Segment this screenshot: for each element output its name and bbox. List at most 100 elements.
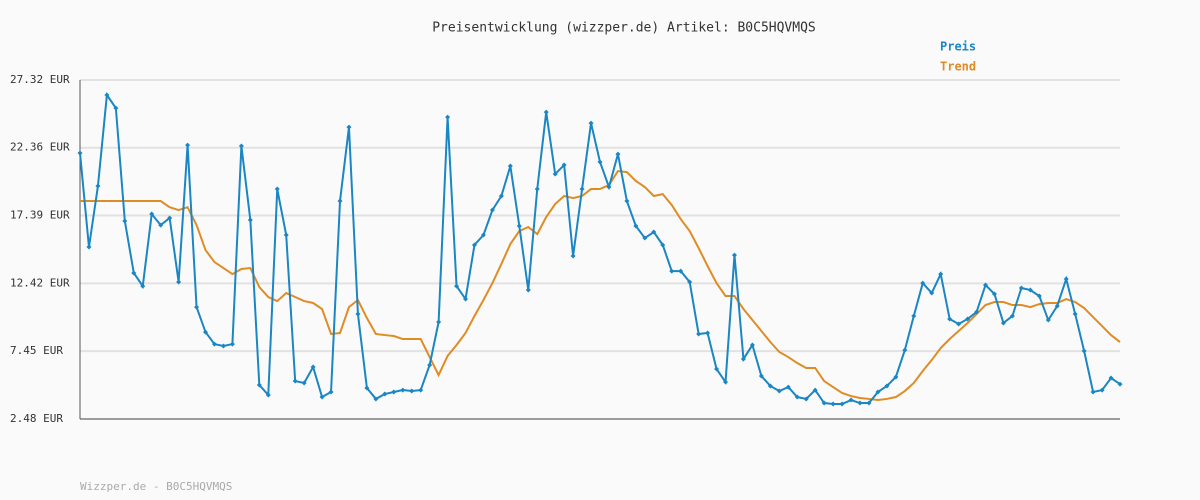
point: [911, 313, 917, 319]
point: [409, 388, 415, 394]
point: [1081, 348, 1087, 354]
point: [373, 396, 379, 402]
point: [552, 171, 558, 177]
chart-title: Preisentwicklung (wizzper.de) Artikel: B…: [432, 21, 816, 36]
point: [812, 387, 818, 393]
point: [274, 186, 280, 192]
point: [328, 389, 334, 395]
point: [929, 290, 935, 296]
point: [830, 401, 836, 407]
y-tick-label: 17.39 EUR: [10, 209, 70, 222]
point: [660, 242, 666, 248]
point: [1045, 317, 1051, 323]
point: [920, 280, 926, 286]
point: [624, 198, 630, 204]
point: [561, 162, 567, 168]
point: [77, 150, 83, 156]
point: [776, 388, 782, 394]
point: [238, 143, 244, 149]
point: [382, 391, 388, 397]
point: [86, 244, 92, 250]
footer: Wizzper.de - B0C5HQVMQS: [80, 480, 232, 493]
point: [337, 198, 343, 204]
point: [292, 378, 298, 384]
point: [731, 252, 737, 258]
point: [767, 383, 773, 389]
point: [839, 401, 845, 407]
point: [265, 392, 271, 398]
point: [471, 242, 477, 248]
point: [355, 311, 361, 317]
point: [489, 207, 495, 213]
point: [220, 343, 226, 349]
point: [283, 232, 289, 238]
y-tick-label: 2.48 EUR: [10, 412, 63, 425]
point: [615, 151, 621, 157]
point: [131, 270, 137, 276]
point: [884, 383, 890, 389]
point: [965, 316, 971, 322]
point: [1009, 313, 1015, 319]
point: [723, 379, 729, 385]
point: [588, 120, 594, 126]
y-tick-label: 12.42 EUR: [10, 276, 70, 289]
point: [1054, 303, 1060, 309]
point: [319, 394, 325, 400]
point: [480, 232, 486, 238]
point: [848, 397, 854, 403]
point: [194, 304, 200, 310]
point: [1099, 387, 1105, 393]
point: [400, 387, 406, 393]
point: [991, 291, 997, 297]
point: [364, 385, 370, 391]
y-tick-label: 7.45 EUR: [10, 344, 63, 357]
point: [857, 400, 863, 406]
point: [525, 287, 531, 293]
point: [346, 124, 352, 130]
point: [794, 394, 800, 400]
point: [1000, 320, 1006, 326]
point: [705, 330, 711, 336]
point: [498, 193, 504, 199]
point: [803, 396, 809, 402]
point: [95, 183, 101, 189]
point: [902, 347, 908, 353]
point: [534, 186, 540, 192]
point: [229, 341, 235, 347]
point: [875, 389, 881, 395]
point: [606, 184, 612, 190]
point: [749, 342, 755, 348]
point: [983, 282, 989, 288]
point: [104, 92, 110, 98]
point: [185, 142, 191, 148]
point: [893, 374, 899, 380]
point: [714, 366, 720, 372]
point: [1090, 389, 1096, 395]
point: [696, 331, 702, 337]
point: [436, 319, 442, 325]
point: [1063, 276, 1069, 282]
point: [678, 268, 684, 274]
point: [507, 163, 513, 169]
point: [866, 400, 872, 406]
point: [310, 364, 316, 370]
point: [1027, 287, 1033, 293]
point: [687, 279, 693, 285]
point: [956, 321, 962, 327]
point: [247, 217, 253, 223]
point: [140, 283, 146, 289]
point: [418, 387, 424, 393]
point: [256, 382, 262, 388]
point: [167, 215, 173, 221]
point: [1036, 293, 1042, 299]
point: [149, 211, 155, 217]
point: [1108, 375, 1114, 381]
point: [445, 114, 451, 120]
legend-entry: Trend: [940, 60, 976, 74]
point: [758, 373, 764, 379]
point: [463, 296, 469, 302]
point: [1117, 381, 1123, 387]
point: [633, 223, 639, 229]
